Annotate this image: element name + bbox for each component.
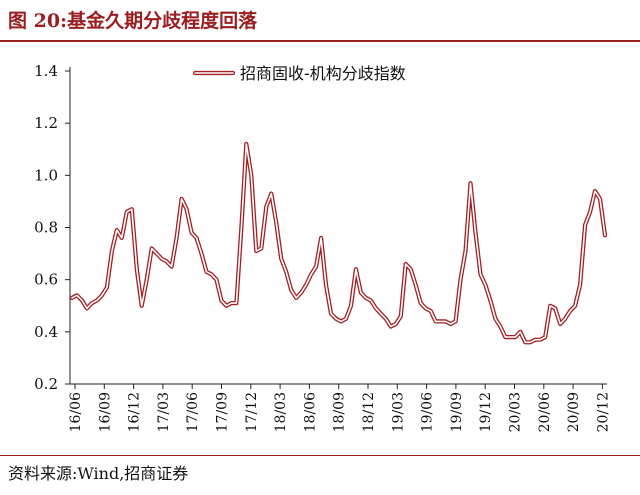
source-rule [0,455,640,456]
x-tick-label: 18/09 [332,392,348,432]
x-tick-label: 17/12 [244,392,260,432]
x-tick-label: 19/12 [478,392,494,432]
x-tick-label: 20/03 [508,392,524,432]
x-tick-label: 19/06 [420,392,436,432]
legend: 招商固收-机构分歧指数 [192,64,406,83]
x-tick-label: 20/12 [595,392,611,432]
x-tick-label: 19/03 [390,392,406,432]
x-tick-label: 18/06 [302,392,318,432]
x-tick-label: 20/06 [537,392,553,432]
x-axis-ticks: 16/06 16/09 16/12 17/03 17/06 17/09 17/12 18/03… [68,384,611,432]
y-tick-label: 1.0 [34,166,58,184]
title-rule [0,40,640,42]
series-line-inner [71,143,606,344]
y-tick-label: 0.4 [34,323,58,341]
series-layer [69,141,608,345]
chart-axes [69,67,607,385]
y-tick-label: 0.6 [34,271,58,289]
x-tick-label: 17/03 [156,392,172,432]
y-tick-label: 0.2 [34,375,58,393]
x-tick-label: 16/06 [68,392,84,432]
y-tick-label: 1.2 [34,114,58,132]
x-tick-label: 20/09 [566,392,582,432]
x-tick-label: 18/12 [361,392,377,432]
line-chart: 0.2 0.4 0.6 0.8 1.0 1.2 1.4 16/06 16/09 16/12 17/… [34,62,611,432]
legend-label: 招商固收-机构分歧指数 [240,64,406,83]
y-tick-label: 1.4 [34,62,58,80]
figure-title: 图 20:基金久期分歧程度回落 [8,10,258,32]
source-note: 资料来源:Wind,招商证券 [8,464,189,483]
series-line-outer [69,141,608,345]
x-tick-label: 17/06 [185,392,201,432]
x-tick-label: 19/09 [449,392,465,432]
x-tick-label: 16/12 [127,392,143,432]
x-tick-label: 16/09 [97,392,113,432]
y-tick-label: 0.8 [34,219,58,237]
x-tick-label: 17/09 [215,392,231,432]
y-axis-ticks: 0.2 0.4 0.6 0.8 1.0 1.2 1.4 [34,62,70,393]
x-tick-label: 18/03 [273,392,289,432]
